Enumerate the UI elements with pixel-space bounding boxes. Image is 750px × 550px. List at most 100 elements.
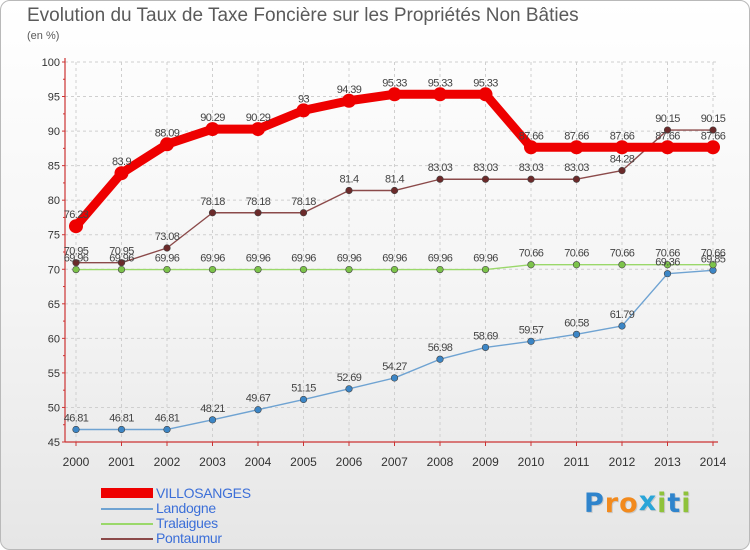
data-point-pontaumur (72, 259, 80, 267)
x-tick-label: 2001 (108, 455, 135, 469)
series-lines (69, 87, 720, 434)
proxiti-logo: Proxiti (584, 486, 692, 519)
data-point-landogne (117, 425, 126, 434)
data-label-villosanges: 93 (298, 93, 310, 105)
data-point-landogne (208, 416, 217, 424)
data-label-landogne: 58.69 (473, 330, 498, 342)
data-label-tralaigues: 70.66 (519, 248, 544, 260)
data-point-landogne (299, 395, 308, 404)
logo-letter: x (638, 486, 658, 517)
x-tick-label: 2000 (63, 455, 90, 469)
data-point-villosanges (433, 87, 447, 102)
data-point-tralaigues (254, 265, 262, 274)
data-label-villosanges: 90.29 (200, 112, 225, 124)
data-label-tralaigues: 69.96 (291, 253, 316, 265)
data-label-landogne: 46.81 (64, 412, 89, 424)
data-label-villosanges: 87.66 (701, 130, 726, 142)
data-label-villosanges: 87.66 (519, 130, 544, 142)
data-label-landogne: 61.79 (610, 309, 635, 321)
legend-swatch (101, 508, 153, 510)
data-point-villosanges (478, 87, 493, 102)
data-point-pontaumur (436, 175, 444, 183)
data-point-pontaumur (709, 126, 717, 134)
x-tick-label: 2012 (609, 455, 636, 469)
data-point-villosanges (615, 140, 629, 155)
y-tick-label: 45 (48, 437, 60, 449)
data-label-tralaigues: 69.96 (428, 253, 453, 265)
data-point-pontaumur (618, 167, 626, 175)
data-labels: 46.81 46.81 46.81 48.21 49.67 51.15 52.69 54.27… (64, 77, 727, 424)
data-point-villosanges (296, 103, 311, 118)
data-label-villosanges: 87.66 (564, 130, 589, 142)
logo-letter: o (619, 488, 639, 519)
x-tick-label: 2013 (654, 455, 681, 469)
y-tick-label: 60 (48, 333, 60, 345)
legend-label: VILLOSANGES (156, 485, 251, 501)
data-label-pontaumur: 90.15 (701, 113, 726, 125)
data-label-landogne: 48.21 (200, 403, 225, 415)
data-point-pontaumur (527, 175, 535, 183)
data-label-pontaumur: 73.08 (155, 231, 180, 243)
data-point-pontaumur (208, 209, 217, 217)
y-tick-label: 85 (48, 161, 60, 173)
y-tick-label: 65 (48, 299, 60, 311)
data-point-villosanges (160, 137, 174, 152)
data-point-villosanges (524, 140, 538, 155)
data-label-pontaumur: 83.03 (473, 162, 498, 174)
y-tick-label: 100 (42, 57, 60, 69)
legend-swatch (101, 488, 153, 498)
data-point-landogne (72, 425, 80, 434)
data-point-tralaigues (527, 261, 535, 269)
data-point-tralaigues (163, 265, 171, 274)
x-tick-label: 2011 (564, 455, 590, 469)
data-label-villosanges: 90.29 (246, 112, 271, 124)
data-point-landogne (618, 322, 626, 330)
data-point-villosanges (569, 140, 584, 155)
data-point-pontaumur (117, 259, 126, 267)
data-point-tralaigues (72, 265, 80, 274)
data-label-villosanges: 94.39 (337, 84, 362, 96)
gridlines (65, 61, 718, 443)
data-label-pontaumur: 70.95 (64, 246, 89, 258)
data-point-pontaumur (345, 186, 353, 195)
data-label-tralaigues: 69.96 (200, 253, 225, 265)
x-tick-label: 2007 (381, 455, 408, 469)
x-tick-label: 2003 (199, 455, 226, 469)
data-point-pontaumur (481, 175, 490, 183)
data-label-villosanges: 87.66 (655, 130, 680, 142)
x-tick-label: 2002 (154, 455, 181, 469)
data-label-tralaigues: 69.96 (64, 253, 89, 265)
data-label-villosanges: 88.09 (155, 127, 180, 139)
x-tick-label: 2006 (336, 455, 363, 469)
data-point-pontaumur (572, 175, 581, 183)
data-label-pontaumur: 78.18 (291, 196, 316, 208)
data-label-pontaumur: 81.4 (385, 174, 404, 186)
data-point-tralaigues (299, 265, 308, 274)
data-label-landogne: 46.81 (109, 412, 134, 424)
data-point-tralaigues (208, 265, 217, 274)
legend-label: Pontaumur (156, 530, 222, 546)
legend-label: Tralaigues (156, 515, 218, 531)
data-point-tralaigues (117, 265, 126, 274)
x-tick-label: 2010 (518, 455, 545, 469)
y-unit-label: (en %) (27, 30, 60, 42)
data-label-landogne: 52.69 (337, 372, 362, 384)
data-point-villosanges (342, 93, 356, 108)
data-label-pontaumur: 78.18 (246, 196, 271, 208)
data-label-pontaumur: 78.18 (200, 196, 225, 208)
chart-title: Evolution du Taux de Taxe Foncière sur l… (27, 5, 579, 26)
data-label-pontaumur: 83.03 (428, 162, 453, 174)
data-point-tralaigues (481, 265, 490, 274)
y-tick-label: 75 (48, 230, 60, 242)
logo-letter: i (681, 488, 692, 519)
data-point-tralaigues (663, 261, 672, 269)
logo-letter: t (667, 488, 682, 519)
data-point-pontaumur (663, 126, 672, 134)
data-label-tralaigues: 69.96 (382, 253, 407, 265)
data-point-landogne (572, 330, 581, 338)
y-tick-label: 90 (48, 126, 60, 138)
data-point-tralaigues (390, 265, 399, 274)
data-point-tralaigues (709, 261, 717, 269)
